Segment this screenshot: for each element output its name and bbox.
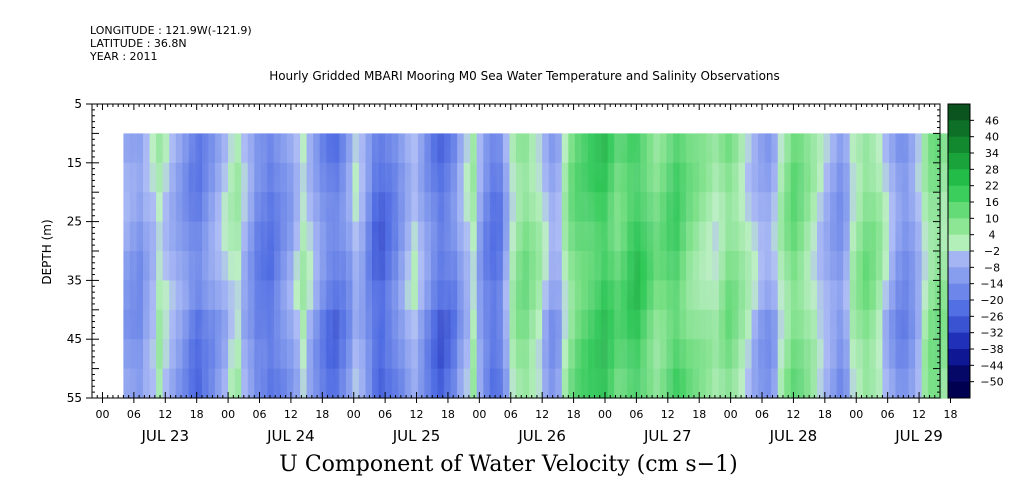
y-axis-label: DEPTH (m)	[40, 219, 54, 284]
y-tick-label: 5	[74, 97, 82, 111]
variable-label: U Component of Water Velocity (cm s−1)	[279, 452, 738, 477]
axis-ticks	[86, 103, 951, 403]
colorbar-label: 46	[985, 114, 999, 127]
colorbar-band	[948, 349, 970, 366]
y-tick-label: 55	[67, 391, 82, 405]
colorbar-label: 10	[985, 212, 999, 225]
y-tick-label: 15	[67, 156, 82, 170]
x-tick-label: 06	[127, 408, 141, 421]
x-tick-label: 06	[253, 408, 267, 421]
x-tick-label: 00	[849, 408, 863, 421]
colorbar-band	[948, 218, 970, 236]
colorbar-band	[948, 316, 970, 334]
x-day-label: JUL 29	[894, 427, 943, 445]
x-tick-label: 12	[912, 408, 926, 421]
colorbar-label: −2	[984, 245, 1000, 258]
colorbar-label: 16	[985, 196, 999, 209]
x-day-label: JUL 26	[517, 427, 566, 445]
colorbar-label: −38	[980, 343, 1003, 356]
colorbar-band	[948, 267, 970, 285]
colorbar-band	[948, 153, 970, 170]
longitude-label: LONGITUDE : 121.9W(-121.9)	[90, 24, 252, 37]
colorbar-band	[948, 234, 970, 252]
colorbar-label: 28	[985, 163, 999, 176]
x-tick-label: 06	[504, 408, 518, 421]
colorbar-band	[948, 169, 970, 187]
y-tick-label: 35	[67, 273, 82, 287]
colorbar-label: −26	[980, 310, 1003, 323]
x-tick-label: 12	[284, 408, 298, 421]
colorbar-band	[948, 332, 970, 350]
x-day-label: JUL 24	[266, 427, 315, 445]
x-tick-label: 06	[755, 408, 769, 421]
x-tick-label: 00	[347, 408, 361, 421]
x-tick-label: 12	[410, 408, 424, 421]
colorbar-label: 40	[985, 131, 999, 144]
x-tick-label: 12	[786, 408, 800, 421]
x-tick-label: 18	[818, 408, 832, 421]
x-tick-label: 18	[315, 408, 329, 421]
x-tick-label: 12	[661, 408, 675, 421]
x-tick-label: 18	[692, 408, 706, 421]
year-label: YEAR : 2011	[90, 50, 158, 63]
colorbar-band	[948, 104, 970, 121]
x-tick-label: 00	[95, 408, 109, 421]
colorbar-label: −20	[980, 294, 1003, 307]
colorbar-label: 4	[989, 229, 996, 242]
colorbar-label: −50	[980, 376, 1003, 389]
colorbar-label: −8	[984, 261, 1000, 274]
colorbar-band	[948, 202, 970, 219]
colorbar-band	[948, 365, 970, 383]
colorbar-band	[948, 120, 970, 138]
x-tick-label: 18	[190, 408, 204, 421]
colorbar-band	[948, 136, 970, 154]
x-tick-label: 18	[943, 408, 957, 421]
y-tick-label: 45	[67, 332, 82, 346]
x-tick-label: 00	[724, 408, 738, 421]
colorbar-label: −32	[980, 327, 1003, 340]
x-tick-label: 00	[598, 408, 612, 421]
colorbar-band	[948, 300, 970, 317]
x-tick-label: 06	[629, 408, 643, 421]
colorbar-band	[948, 381, 970, 399]
x-tick-label: 18	[567, 408, 581, 421]
heatmap-texture	[123, 133, 961, 398]
colorbar-label: 34	[985, 147, 999, 160]
colorbar-label: −14	[980, 278, 1003, 291]
x-day-label: JUL 23	[140, 427, 189, 445]
x-day-label: JUL 28	[769, 427, 818, 445]
colorbar: 46 40 34 28 22 16 10 4 −2 −8 −14 −20 −26 −32 −38 −44 −50	[947, 103, 1004, 399]
x-tick-label: 06	[378, 408, 392, 421]
x-day-label: JUL 25	[392, 427, 441, 445]
tick-labels: 00 06 12 18 00 06 12 18 00 06 12 18 00 06 12 18 00 06 12 18…	[67, 97, 958, 445]
x-tick-label: 00	[472, 408, 486, 421]
colorbar-band	[948, 185, 970, 203]
x-tick-label: 18	[441, 408, 455, 421]
x-tick-label: 12	[158, 408, 172, 421]
latitude-label: LATITUDE : 36.8N	[90, 37, 187, 50]
x-tick-label: 12	[535, 408, 549, 421]
colorbar-label: −44	[980, 359, 1003, 372]
chart-title: Hourly Gridded MBARI Mooring M0 Sea Wate…	[269, 69, 780, 83]
colorbar-label: 22	[985, 180, 999, 193]
colorbar-band	[948, 283, 970, 301]
y-tick-label: 25	[67, 215, 82, 229]
x-tick-label: 00	[221, 408, 235, 421]
colorbar-band	[948, 251, 970, 268]
x-tick-label: 06	[881, 408, 895, 421]
x-day-label: JUL 27	[643, 427, 692, 445]
